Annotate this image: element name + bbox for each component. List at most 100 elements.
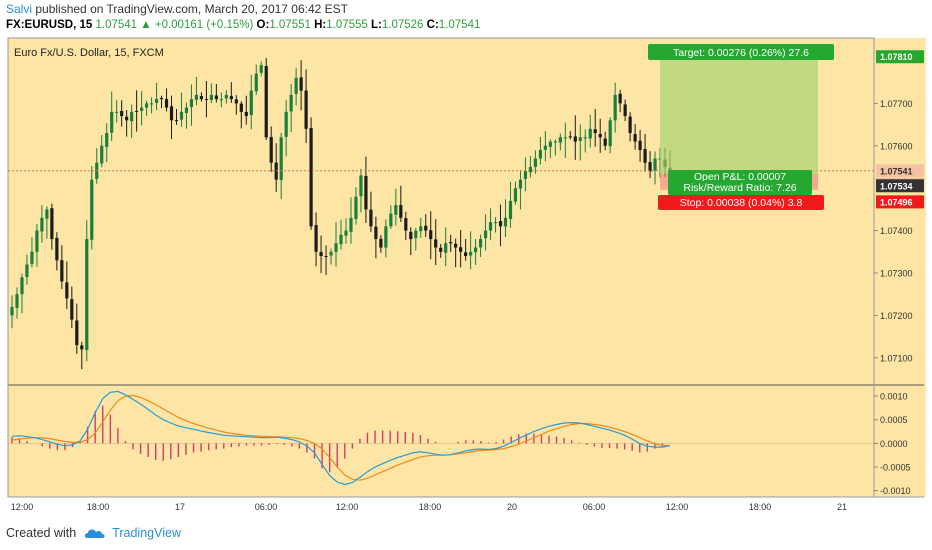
candle-body [189, 99, 194, 108]
candle-body [324, 256, 328, 258]
up-arrow-icon: ▲ [140, 19, 152, 31]
candle-body [568, 136, 572, 138]
candle-body [174, 120, 179, 122]
candle-body [10, 306, 14, 316]
created-with-text: Created with [6, 526, 77, 540]
candle-body [259, 65, 263, 73]
candle-body [144, 103, 149, 108]
time-tick-label: 06:00 [583, 502, 606, 512]
low-value: 1.07526 [381, 19, 424, 31]
candle-body [284, 111, 288, 137]
candle-body [20, 277, 24, 295]
target-label: Target: 0.00276 (0.26%) 27.6 [673, 47, 809, 59]
low-label: L: [371, 19, 382, 31]
candle-body [289, 94, 293, 112]
open-value: 1.07551 [269, 19, 311, 31]
candle-body [209, 94, 213, 101]
candle-body [339, 234, 343, 245]
open-pnl-box [668, 170, 812, 184]
price-tick-label: 1.07100 [880, 353, 913, 363]
candle-body [299, 77, 303, 91]
candle-body [409, 231, 413, 240]
author-link[interactable]: Salvi [6, 2, 33, 16]
candle-body [304, 90, 308, 129]
candle-body [374, 226, 378, 240]
candle-body [329, 251, 333, 256]
candle-body [454, 243, 458, 248]
candle-body [60, 260, 64, 282]
candle-body [633, 134, 637, 142]
candle-body [628, 116, 632, 134]
candle-body [70, 299, 74, 320]
candle-body [214, 95, 218, 100]
candle-body [120, 110, 124, 117]
candle-body [613, 94, 617, 121]
publish-text: published on TradingView.com, March 20, … [35, 2, 348, 16]
candle-body [414, 230, 418, 239]
target-price-label-box [876, 50, 924, 64]
candle-body [508, 200, 513, 219]
candle-body [149, 103, 154, 105]
candle-body [354, 196, 358, 220]
candle-body [434, 239, 438, 248]
candle-body [593, 129, 597, 134]
candle-body [538, 150, 542, 159]
candle-body [449, 242, 453, 244]
candle-body [50, 208, 54, 240]
stop-label: Stop: 0.00038 (0.04%) 3.8 [680, 197, 803, 209]
tradingview-link[interactable]: TradingView [112, 526, 181, 540]
candle-body [105, 133, 109, 147]
footer: Created with TradingView [6, 526, 181, 540]
candle-body [100, 145, 104, 164]
candle-body [588, 128, 592, 139]
price-change: +0.00161 (+0.15%) [154, 19, 254, 31]
candle-body [459, 247, 463, 252]
candle-body [25, 264, 29, 278]
candle-body [159, 97, 164, 100]
candle-body [359, 175, 363, 197]
open-label: O: [256, 19, 270, 31]
candle-body [493, 222, 498, 224]
high-value: 1.07555 [326, 19, 368, 31]
candle-body [523, 171, 528, 179]
candle-body [513, 188, 518, 202]
candle-body [638, 140, 642, 151]
high-label: H: [314, 19, 327, 31]
candle-body [164, 98, 169, 108]
close-value: 1.07541 [438, 19, 481, 31]
candle-body [169, 106, 174, 121]
candle-body [85, 239, 89, 350]
candle-body [140, 107, 144, 111]
candle-body [364, 175, 368, 210]
candle-body [179, 111, 184, 120]
macd-tick-label: 0.0000 [880, 439, 908, 449]
candle-body [399, 205, 403, 218]
candle-body [334, 243, 338, 252]
candle-body [264, 66, 268, 138]
risk-reward-box [668, 181, 812, 195]
ask-price-label-box [876, 179, 924, 193]
candle-body [573, 136, 577, 142]
axis-background [874, 38, 926, 497]
candle-body [608, 120, 612, 147]
time-tick-label: 18:00 [419, 502, 442, 512]
candle-body [204, 99, 209, 101]
candle-body [249, 90, 253, 115]
stop-price-label: 1.07496 [880, 197, 913, 207]
candle-body [30, 251, 34, 264]
candle-body [45, 209, 49, 219]
last-price-label-box [876, 164, 924, 178]
candle-body [90, 179, 94, 240]
candle-body [75, 320, 79, 346]
candle-body [279, 137, 283, 180]
time-tick-label: 12:00 [11, 502, 34, 512]
candle-body [533, 158, 538, 168]
candle-body [543, 145, 547, 150]
price-tick-label: 1.07200 [880, 311, 913, 321]
candle-body [130, 111, 134, 122]
candle-body [424, 225, 428, 231]
candle-body [548, 141, 552, 147]
candle-body [349, 217, 353, 232]
candle-body [473, 247, 478, 253]
